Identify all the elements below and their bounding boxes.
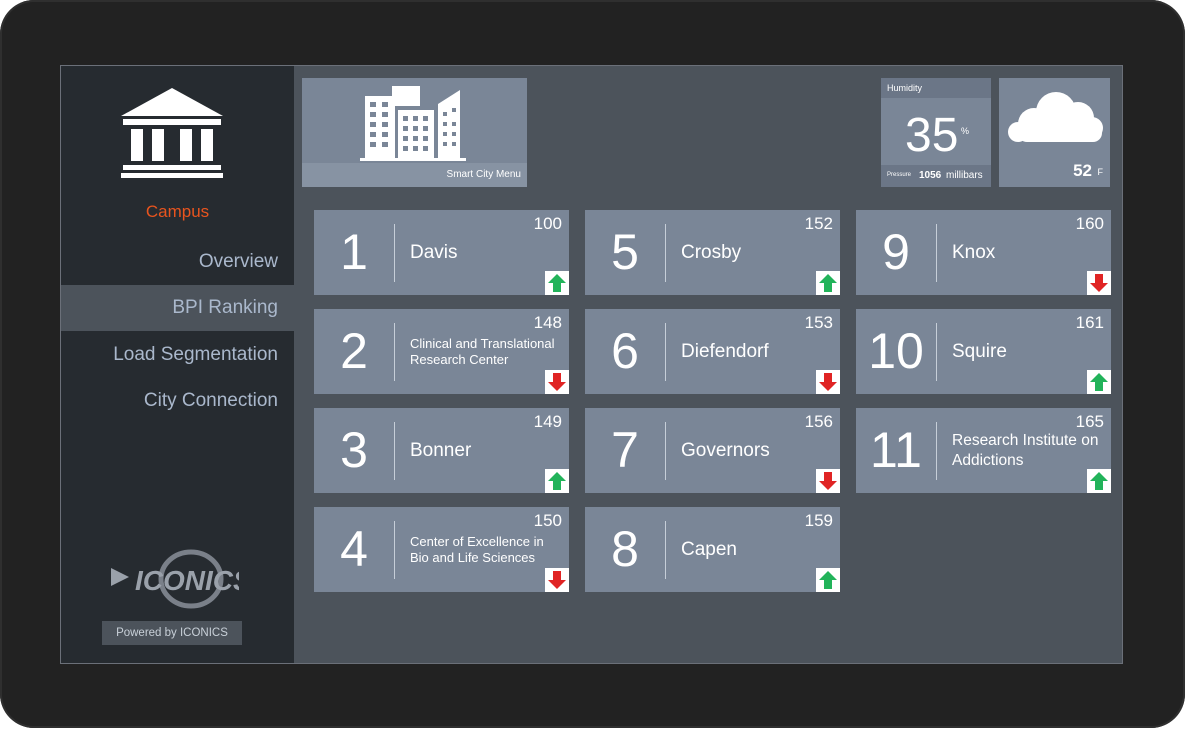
rank-number: 9: [882, 224, 910, 280]
bpi-score: 153: [804, 313, 833, 332]
trend-up-icon: [545, 271, 569, 295]
building-name: Center of Excellence in Bio and Life Sci…: [410, 533, 544, 565]
building-name: Capen: [681, 538, 737, 560]
divider: [936, 422, 937, 480]
rank-number: 4: [340, 521, 368, 577]
rank-number: 11: [870, 422, 922, 478]
bpi-score: 159: [804, 511, 833, 530]
smart-city-menu-label: Smart City Menu: [302, 163, 527, 187]
ranking-tile-2[interactable]: 2 Clinical and Translational Research Ce…: [314, 309, 569, 394]
svg-text:ICONICS: ICONICS: [135, 565, 239, 596]
trend-up-icon: [1087, 370, 1111, 394]
bpi-score: 160: [1075, 214, 1104, 233]
building-name: Knox: [952, 241, 996, 263]
divider: [665, 521, 666, 579]
cloud-icon: [1008, 92, 1103, 142]
sidebar: Campus Overview BPI Ranking Load Segment…: [61, 66, 294, 663]
iconics-logo: ICONICS: [111, 549, 239, 609]
divider: [665, 422, 666, 480]
building-name: Squire: [952, 340, 1007, 362]
app-screen: Campus Overview BPI Ranking Load Segment…: [60, 65, 1123, 664]
divider: [936, 224, 937, 282]
building-name: Research Institute on Addictions: [952, 431, 1099, 469]
humidity-tile: Humidity 35 % Pressure 1056 millibars: [881, 78, 991, 187]
pressure-label: Pressure: [887, 172, 912, 178]
rank-number: 7: [611, 422, 639, 478]
building-name: Clinical and Translational Research Cent…: [410, 335, 555, 367]
divider: [394, 224, 395, 282]
divider: [936, 323, 937, 381]
ranking-tile-5[interactable]: 5 Crosby 152: [585, 210, 840, 295]
bpi-score: 156: [804, 412, 833, 431]
divider: [665, 224, 666, 282]
rank-number: 5: [611, 224, 639, 280]
humidity-value: 35: [905, 109, 959, 162]
ranking-tile-4[interactable]: 4 Center of Excellence in Bio and Life S…: [314, 507, 569, 592]
pressure-value: 1056: [919, 170, 942, 181]
trend-down-icon: [816, 370, 840, 394]
bpi-score: 100: [533, 214, 562, 233]
powered-by-label: Powered by ICONICS: [102, 621, 242, 645]
bpi-score: 148: [533, 313, 562, 332]
section-title: Campus: [145, 202, 210, 221]
ranking-tile-1[interactable]: 1 Davis 100: [314, 210, 569, 295]
trend-down-icon: [816, 469, 840, 493]
rank-number: 10: [868, 323, 924, 379]
nav-item-load-segmentation[interactable]: Load Segmentation: [113, 344, 278, 365]
building-name: Crosby: [681, 241, 742, 263]
bpi-score: 150: [533, 511, 562, 530]
rank-number: 1: [340, 224, 368, 280]
campus-building-icon: [121, 88, 223, 178]
smart-city-menu-tile[interactable]: Smart City Menu: [302, 78, 527, 187]
rank-number: 8: [611, 521, 639, 577]
pressure-unit: millibars: [946, 170, 983, 181]
nav-item-bpi-ranking[interactable]: BPI Ranking: [61, 285, 294, 331]
temperature-unit: F: [1097, 167, 1104, 177]
rank-number: 6: [611, 323, 639, 379]
trend-down-icon: [1087, 271, 1111, 295]
building-name: Bonner: [410, 439, 472, 461]
trend-up-icon: [816, 568, 840, 592]
divider: [394, 521, 395, 579]
bpi-score: 149: [533, 412, 562, 431]
ranking-tile-10[interactable]: 10 Squire 161: [856, 309, 1111, 394]
ranking-tile-3[interactable]: 3 Bonner 149: [314, 408, 569, 493]
bpi-score: 165: [1075, 412, 1104, 431]
rank-number: 2: [340, 323, 368, 379]
weather-tile: 52 F: [999, 78, 1110, 187]
ranking-tile-6[interactable]: 6 Diefendorf 153: [585, 309, 840, 394]
bpi-score: 152: [804, 214, 833, 233]
nav-item-city-connection[interactable]: City Connection: [143, 390, 278, 411]
trend-up-icon: [1087, 469, 1111, 493]
trend-up-icon: [545, 469, 569, 493]
bpi-score: 161: [1075, 313, 1104, 332]
humidity-unit: %: [961, 126, 970, 136]
pressure-row: Pressure 1056 millibars: [881, 165, 991, 187]
divider: [665, 323, 666, 381]
nav-item-overview[interactable]: Overview: [198, 251, 278, 272]
trend-down-icon: [545, 568, 569, 592]
divider: [394, 422, 395, 480]
temperature-value: 52: [1073, 161, 1092, 180]
humidity-label: Humidity: [881, 78, 991, 98]
divider: [394, 323, 395, 381]
ranking-tile-8[interactable]: 8 Capen 159: [585, 507, 840, 592]
ranking-tile-11[interactable]: 11 Research Institute on Addictions 165: [856, 408, 1111, 493]
building-name: Diefendorf: [681, 340, 769, 362]
building-name: Governors: [681, 439, 770, 461]
trend-up-icon: [816, 271, 840, 295]
trend-down-icon: [545, 370, 569, 394]
ranking-tile-7[interactable]: 7 Governors 156: [585, 408, 840, 493]
city-buildings-icon: [360, 86, 466, 161]
ranking-tile-9[interactable]: 9 Knox 160: [856, 210, 1111, 295]
building-name: Davis: [410, 241, 458, 263]
rank-number: 3: [340, 422, 368, 478]
